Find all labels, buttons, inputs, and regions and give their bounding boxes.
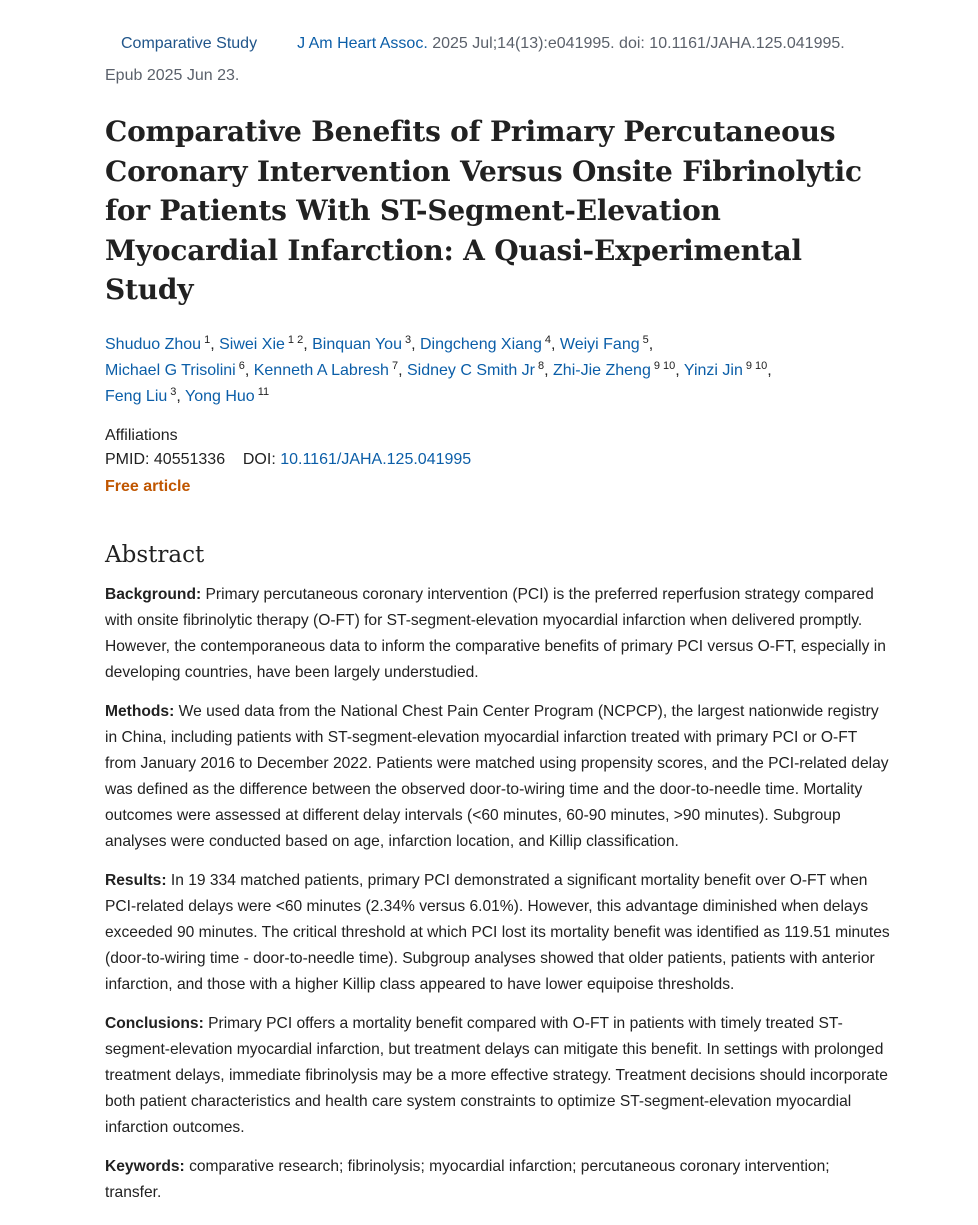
abstract-conclusions: Conclusions: Primary PCI offers a mortal…: [105, 1011, 890, 1141]
keywords: Keywords: comparative research; fibrinol…: [105, 1154, 890, 1206]
author-link[interactable]: Kenneth A Labresh: [253, 361, 389, 379]
pmid-value: 40551336: [153, 450, 226, 468]
separator: ,: [675, 361, 684, 379]
author-link[interactable]: Dingcheng Xiang: [419, 335, 542, 353]
citation-text: 2025 Jul;14(13):e041995. doi: 10.1161/JA…: [432, 35, 845, 52]
author-link[interactable]: Michael G Trisolini: [105, 361, 236, 379]
separator: ,: [544, 361, 554, 379]
section-text: We used data from the National Chest Pai…: [105, 702, 889, 850]
keywords-label: Keywords:: [105, 1157, 185, 1175]
author-link[interactable]: Weiyi Fang: [559, 335, 640, 353]
author-affiliation-ref[interactable]: 7: [391, 359, 399, 372]
separator: ,: [176, 387, 185, 405]
pmid-label: PMID:: [105, 450, 150, 468]
section-label: Conclusions:: [105, 1014, 204, 1032]
separator: ,: [303, 335, 313, 353]
author-affiliation-ref[interactable]: 9 10: [745, 359, 768, 372]
author-affiliation-ref[interactable]: 6: [238, 359, 245, 372]
separator: ,: [648, 335, 654, 353]
section-label: Background:: [105, 585, 202, 603]
abstract-heading: Abstract: [105, 541, 205, 568]
author-link[interactable]: Feng Liu: [105, 387, 168, 405]
section-label: Methods:: [105, 702, 175, 720]
epub-date: Epub 2025 Jun 23.: [105, 67, 240, 84]
author-affiliation-ref[interactable]: 4: [544, 333, 551, 346]
doi-link[interactable]: 10.1161/JAHA.125.041995: [280, 450, 472, 468]
keywords-text: comparative research; fibrinolysis; myoc…: [105, 1157, 830, 1201]
abstract-background: Background: Primary percutaneous coronar…: [105, 582, 890, 686]
author-affiliation-ref[interactable]: 3: [170, 385, 177, 398]
author-affiliation-ref[interactable]: 11: [257, 385, 270, 398]
author-affiliation-ref[interactable]: 3: [404, 333, 412, 346]
journal-link[interactable]: J Am Heart Assoc.: [297, 35, 428, 52]
author-affiliation-ref[interactable]: 5: [642, 333, 649, 346]
article-ids: Affiliations PMID: 40551336 DOI: 10.1161…: [105, 424, 890, 472]
author-list: Shuduo Zhou 1, Siwei Xie 1 2, Binquan You 3…: [105, 332, 890, 410]
section-text: In 19 334 matched patients, primary PCI …: [105, 871, 890, 993]
article-title: Comparative Benefits of Primary Percutan…: [105, 115, 862, 306]
author-link[interactable]: Sidney C Smith Jr: [406, 361, 536, 379]
author-link[interactable]: Yong Huo: [185, 387, 255, 405]
abstract-methods: Methods: We used data from the National …: [105, 699, 890, 855]
author-link[interactable]: Shuduo Zhou: [105, 335, 202, 353]
article-type-link[interactable]: Comparative Study: [121, 35, 258, 52]
author-link[interactable]: Zhi-Jie Zheng: [553, 361, 651, 379]
affiliations-toggle[interactable]: Affiliations: [105, 426, 178, 444]
separator: ,: [411, 335, 420, 353]
separator: ,: [550, 335, 560, 353]
author-link[interactable]: Siwei Xie: [219, 335, 285, 353]
author-affiliation-ref[interactable]: 9 10: [653, 359, 676, 372]
separator: ,: [210, 335, 220, 353]
article: Comparative Study J Am Heart Assoc. 2025 …: [105, 28, 890, 1219]
author-link[interactable]: Binquan You: [312, 335, 402, 353]
abstract-results: Results: In 19 334 matched patients, pri…: [105, 868, 890, 998]
citation-meta: Comparative Study J Am Heart Assoc. 2025 …: [105, 28, 890, 92]
section-label: Results:: [105, 871, 167, 889]
free-article-badge: Free article: [105, 477, 191, 495]
author-link[interactable]: Yinzi Jin: [683, 361, 743, 379]
separator: ,: [244, 361, 254, 379]
author-affiliation-ref[interactable]: 1: [204, 333, 211, 346]
doi-label: DOI:: [242, 450, 276, 468]
separator: ,: [767, 361, 772, 379]
section-text: Primary PCI offers a mortality benefit c…: [105, 1014, 888, 1136]
separator: ,: [398, 361, 407, 379]
author-affiliation-ref[interactable]: 1 2: [287, 333, 304, 346]
section-text: Primary percutaneous coronary interventi…: [105, 585, 886, 681]
author-affiliation-ref[interactable]: 8: [538, 359, 545, 372]
